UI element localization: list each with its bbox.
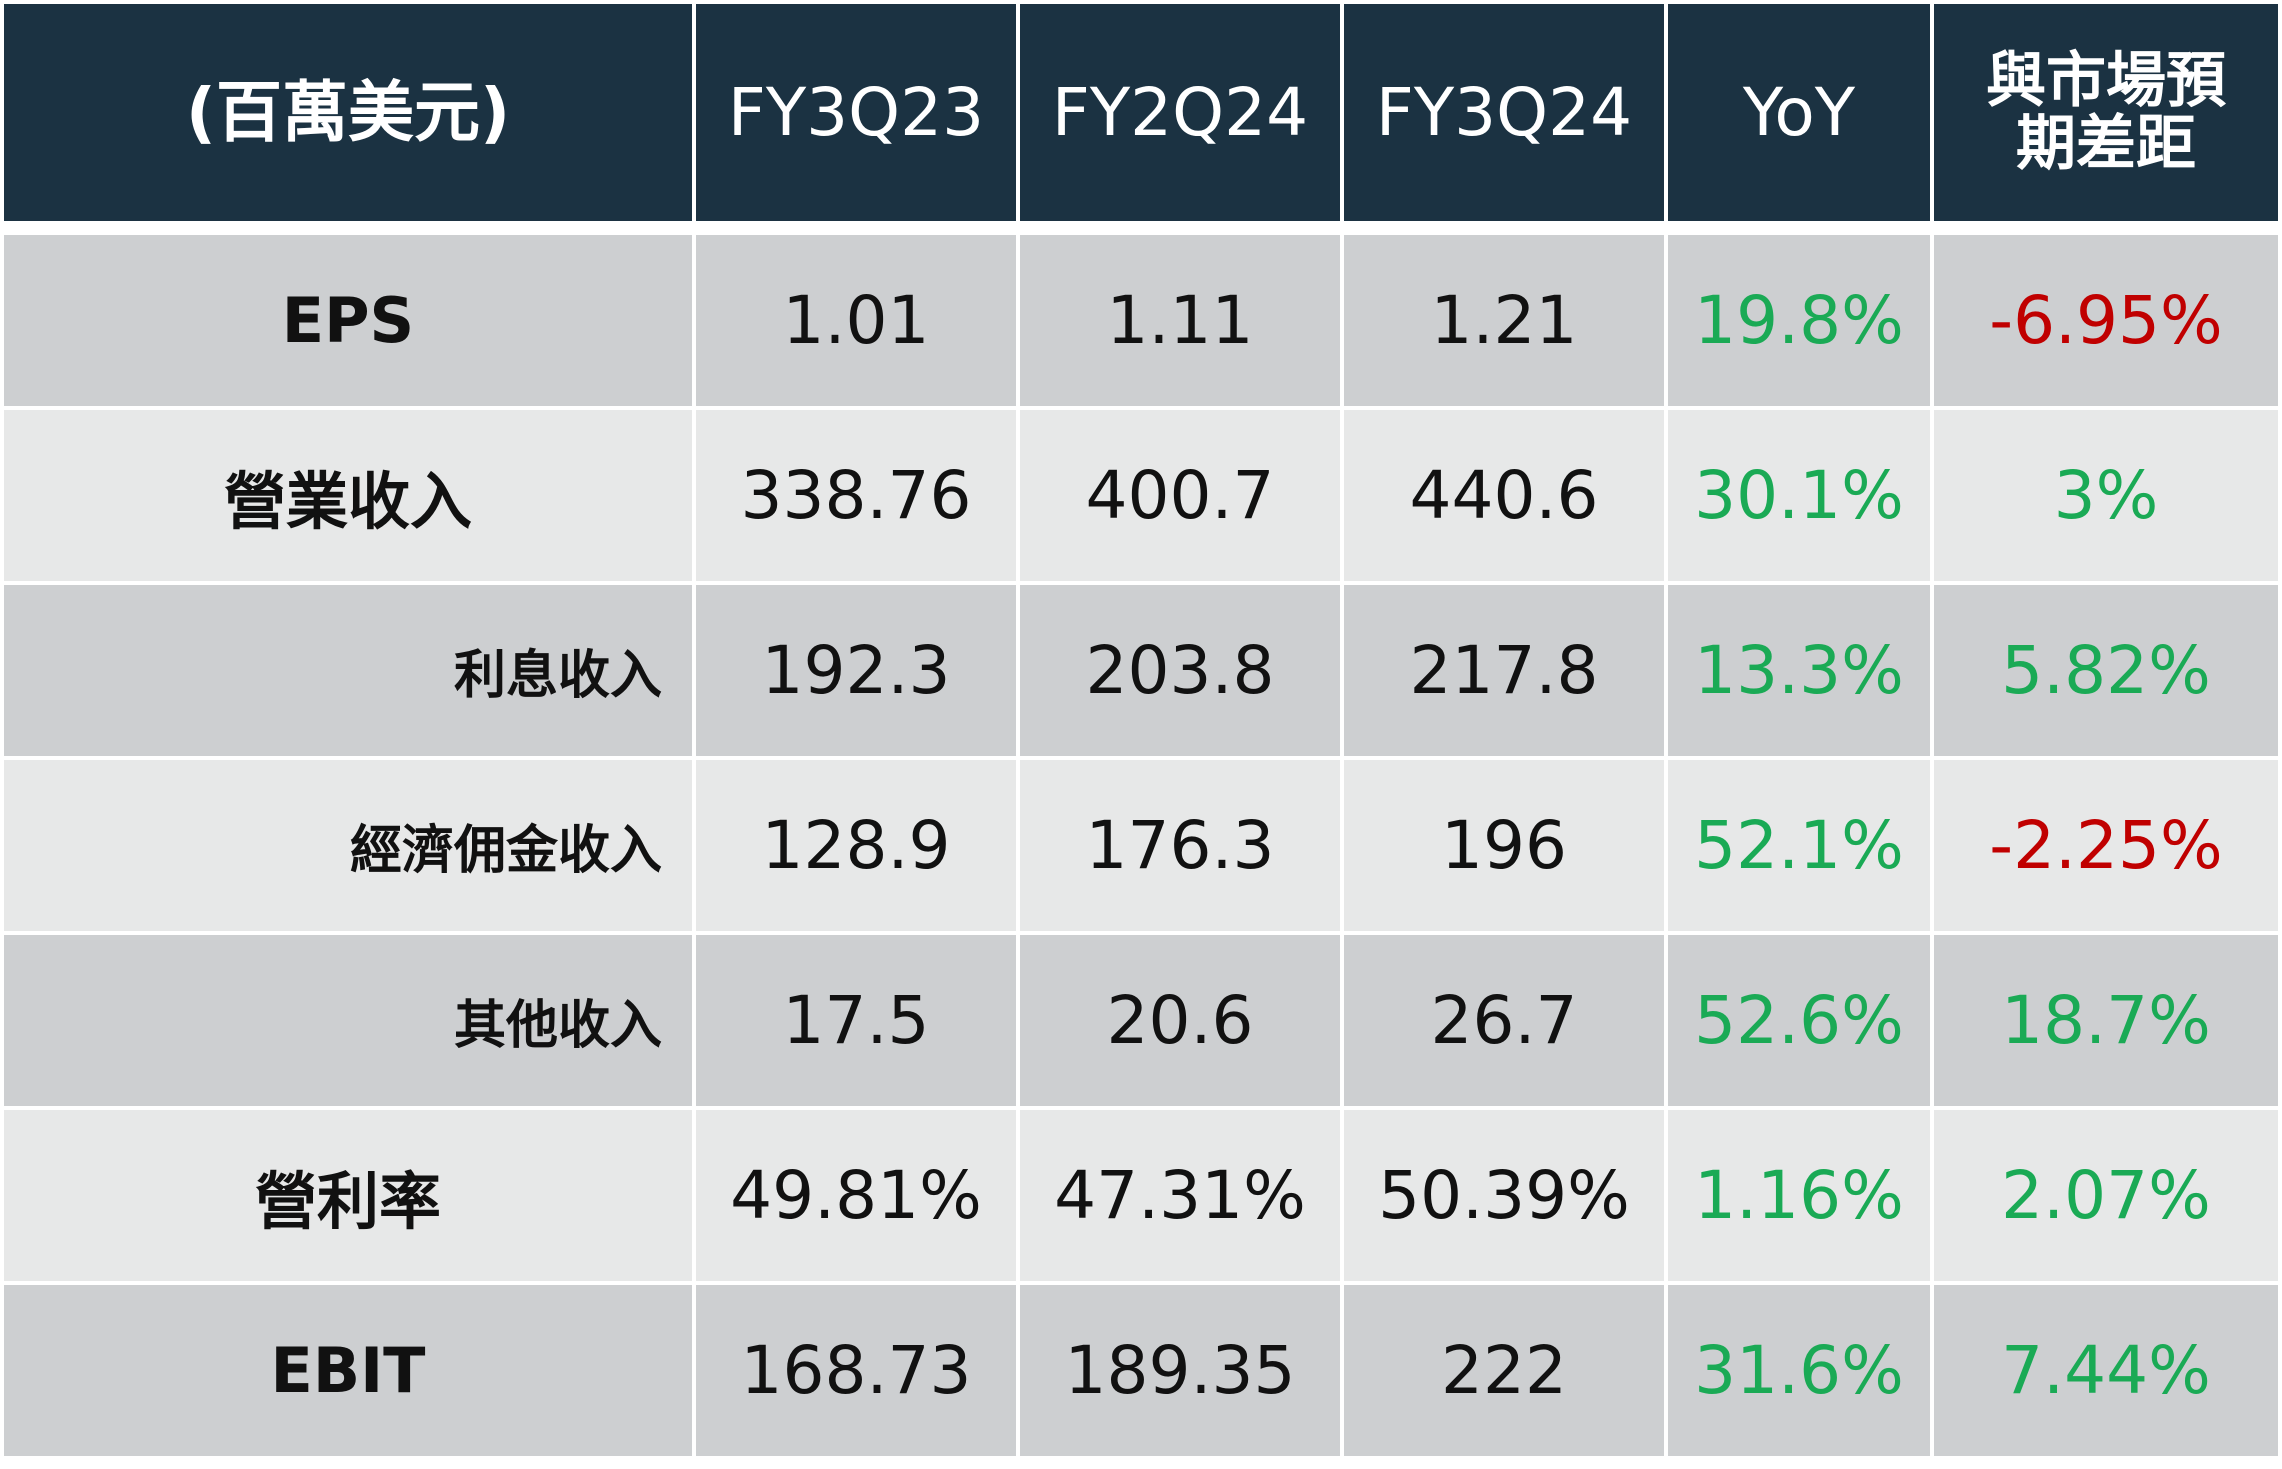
header-col-fy3q24: FY3Q24: [1344, 4, 1668, 221]
table-row: 營業收入 338.76 400.7 440.6 30.1% 3%: [4, 410, 2278, 585]
cell-fy2q24: 1.11: [1020, 235, 1344, 406]
financial-table: (百萬美元) FY3Q23 FY2Q24 FY3Q24 YoY 與市場預 期差距…: [4, 4, 2278, 1456]
cell-fy2q24: 400.7: [1020, 410, 1344, 581]
header-col-fy3q23: FY3Q23: [696, 4, 1020, 221]
cell-fy3q23: 338.76: [696, 410, 1020, 581]
row-label: EBIT: [4, 1285, 696, 1456]
table-row: 營利率 49.81% 47.31% 50.39% 1.16% 2.07%: [4, 1110, 2278, 1285]
cell-yoy: 52.6%: [1668, 935, 1934, 1106]
table-row: 其他收入 17.5 20.6 26.7 52.6% 18.7%: [4, 935, 2278, 1110]
table-row: EBIT 168.73 189.35 222 31.6% 7.44%: [4, 1285, 2278, 1456]
cell-fy3q24: 217.8: [1344, 585, 1668, 756]
table-row: 經濟佣金收入 128.9 176.3 196 52.1% -2.25%: [4, 760, 2278, 935]
cell-fy2q24: 203.8: [1020, 585, 1344, 756]
row-label: EPS: [4, 235, 696, 406]
row-label-sub: 經濟佣金收入: [4, 760, 696, 931]
cell-yoy: 13.3%: [1668, 585, 1934, 756]
cell-fy3q24: 196: [1344, 760, 1668, 931]
header-col-market-gap: 與市場預 期差距: [1934, 4, 2278, 221]
header-gap-line2: 期差距: [2016, 108, 2196, 179]
cell-market-gap: -6.95%: [1934, 235, 2278, 406]
cell-yoy: 30.1%: [1668, 410, 1934, 581]
cell-fy3q23: 128.9: [696, 760, 1020, 931]
header-gap-line1: 與市場預: [1986, 45, 2226, 116]
cell-market-gap: 7.44%: [1934, 1285, 2278, 1456]
cell-fy3q24: 26.7: [1344, 935, 1668, 1106]
cell-market-gap: -2.25%: [1934, 760, 2278, 931]
cell-yoy: 19.8%: [1668, 235, 1934, 406]
cell-fy3q24: 1.21: [1344, 235, 1668, 406]
row-label-sub: 利息收入: [4, 585, 696, 756]
cell-market-gap: 18.7%: [1934, 935, 2278, 1106]
row-label-sub: 其他收入: [4, 935, 696, 1106]
cell-fy2q24: 20.6: [1020, 935, 1344, 1106]
cell-fy3q23: 192.3: [696, 585, 1020, 756]
cell-yoy: 31.6%: [1668, 1285, 1934, 1456]
cell-yoy: 52.1%: [1668, 760, 1934, 931]
cell-fy3q24: 222: [1344, 1285, 1668, 1456]
cell-yoy: 1.16%: [1668, 1110, 1934, 1281]
table-row: EPS 1.01 1.11 1.21 19.8% -6.95%: [4, 235, 2278, 410]
cell-market-gap: 5.82%: [1934, 585, 2278, 756]
cell-fy2q24: 47.31%: [1020, 1110, 1344, 1281]
cell-fy3q23: 49.81%: [696, 1110, 1020, 1281]
row-label: 營利率: [4, 1110, 696, 1281]
cell-market-gap: 2.07%: [1934, 1110, 2278, 1281]
header-col-yoy: YoY: [1668, 4, 1934, 221]
header-col-fy2q24: FY2Q24: [1020, 4, 1344, 221]
cell-fy3q24: 50.39%: [1344, 1110, 1668, 1281]
header-unit-label: (百萬美元): [4, 4, 696, 221]
cell-market-gap: 3%: [1934, 410, 2278, 581]
cell-fy2q24: 189.35: [1020, 1285, 1344, 1456]
table-row: 利息收入 192.3 203.8 217.8 13.3% 5.82%: [4, 585, 2278, 760]
row-label: 營業收入: [4, 410, 696, 581]
table-header-row: (百萬美元) FY3Q23 FY2Q24 FY3Q24 YoY 與市場預 期差距: [4, 4, 2278, 235]
cell-fy3q24: 440.6: [1344, 410, 1668, 581]
cell-fy3q23: 1.01: [696, 235, 1020, 406]
cell-fy2q24: 176.3: [1020, 760, 1344, 931]
cell-fy3q23: 168.73: [696, 1285, 1020, 1456]
cell-fy3q23: 17.5: [696, 935, 1020, 1106]
